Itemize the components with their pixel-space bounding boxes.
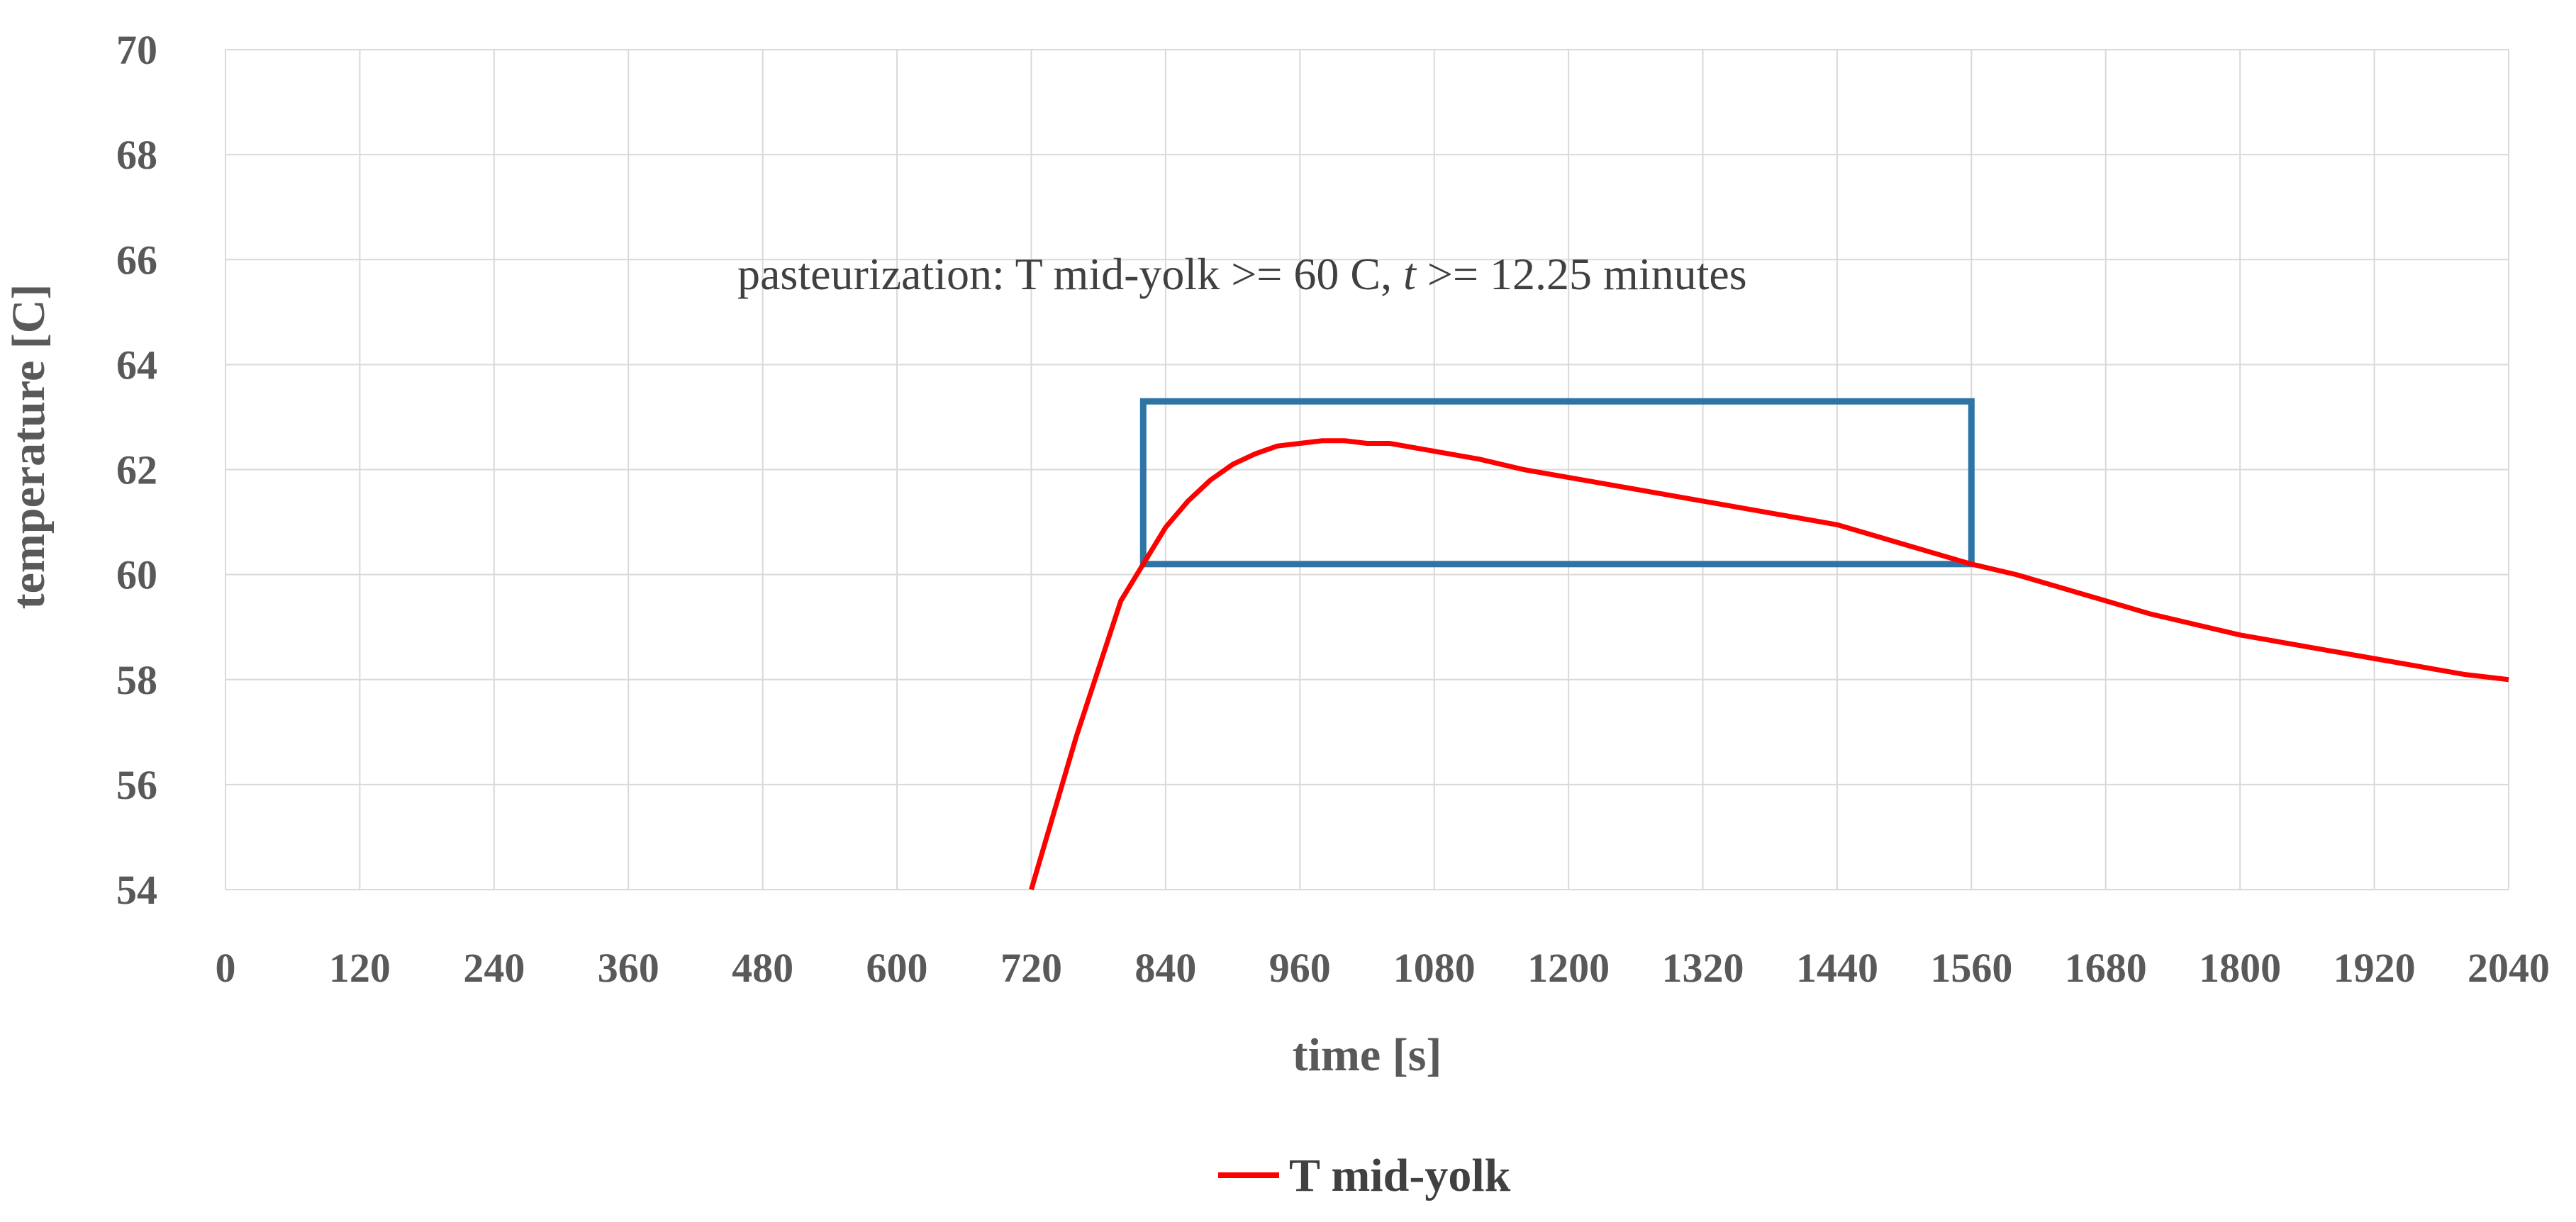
x-tick-label: 600 — [866, 945, 928, 991]
y-axis-ticks: 54 56 58 60 62 64 66 68 70 — [116, 27, 157, 913]
y-tick-label: 60 — [116, 552, 157, 598]
legend-label-t-mid-yolk: T mid-yolk — [1289, 1150, 1511, 1201]
x-tick-label: 720 — [1000, 945, 1062, 991]
y-tick-label: 58 — [116, 657, 157, 703]
x-tick-label: 1920 — [2334, 945, 2416, 991]
x-tick-label: 0 — [216, 945, 236, 991]
series-layer — [1029, 438, 2509, 890]
x-tick-label: 1560 — [1930, 945, 2012, 991]
x-tick-label: 480 — [732, 945, 793, 991]
annotation-text: pasteurization: T mid-yolk >= 60 C, t >=… — [737, 249, 1747, 299]
grid — [225, 49, 2509, 890]
x-tick-label: 1440 — [1796, 945, 1878, 991]
x-tick-label: 1200 — [1527, 945, 1610, 991]
x-tick-label: 240 — [463, 945, 525, 991]
x-tick-label: 840 — [1134, 945, 1196, 991]
annotation-suffix: >= 12.25 minutes — [1416, 249, 1747, 299]
annotation-italic: t — [1403, 249, 1417, 299]
y-tick-label: 54 — [116, 867, 157, 913]
y-tick-label: 62 — [116, 447, 157, 493]
x-axis-ticks: 0 120 240 360 480 600 720 840 960 1080 1200 1320 144… — [216, 945, 2550, 991]
series-line-t-mid-yolk — [1029, 438, 2509, 890]
annotation-prefix: pasteurization: T mid-yolk >= 60 C, — [737, 249, 1403, 299]
x-tick-label: 360 — [598, 945, 659, 991]
y-tick-label: 68 — [116, 132, 157, 178]
x-tick-label: 120 — [329, 945, 391, 991]
legend: T mid-yolk — [1218, 1150, 1511, 1201]
x-tick-label: 1800 — [2199, 945, 2281, 991]
y-tick-label: 66 — [116, 237, 157, 283]
pasteurization-box — [1139, 398, 1975, 568]
x-tick-label: 1320 — [1662, 945, 1744, 991]
y-tick-label: 70 — [116, 27, 157, 73]
x-tick-label: 1680 — [2065, 945, 2147, 991]
y-tick-label: 56 — [116, 762, 157, 808]
x-tick-label: 2040 — [2468, 945, 2550, 991]
y-axis-title: temperature [C] — [3, 284, 55, 610]
y-tick-label: 64 — [116, 342, 157, 388]
x-axis-title: time [s] — [1293, 1029, 1442, 1081]
x-tick-label: 960 — [1269, 945, 1331, 991]
x-tick-label: 1080 — [1393, 945, 1476, 991]
